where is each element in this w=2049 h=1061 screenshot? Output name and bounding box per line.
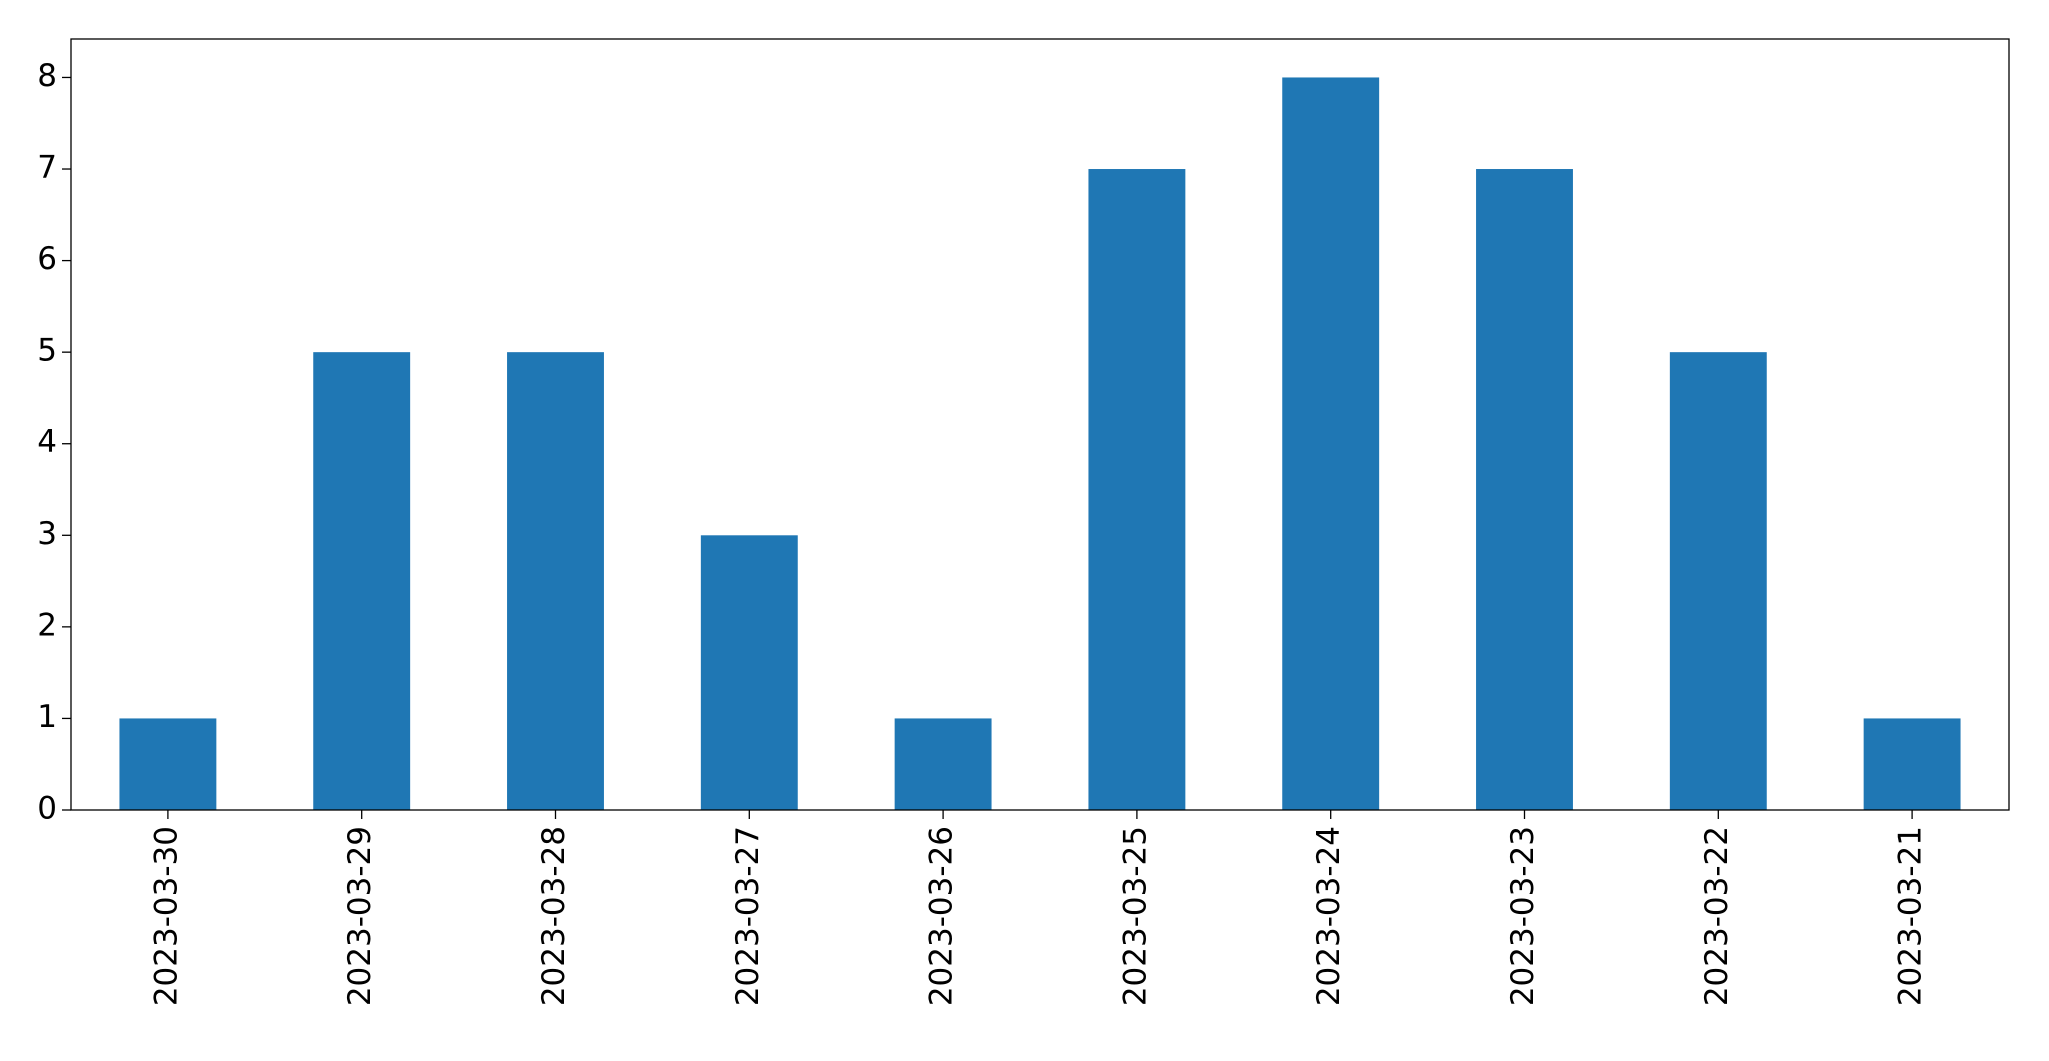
y-tick-label: 6 — [37, 241, 57, 277]
bar — [1088, 169, 1186, 810]
x-tick-label: 2023-03-29 — [342, 826, 378, 1006]
bar — [894, 718, 992, 810]
y-tick-label: 0 — [37, 791, 57, 827]
y-tick-label: 1 — [37, 699, 57, 735]
bar — [1476, 169, 1573, 810]
bar — [313, 352, 411, 810]
y-tick-label: 8 — [37, 58, 57, 94]
x-tick-label: 2023-03-26 — [924, 826, 960, 1006]
x-tick-label: 2023-03-28 — [536, 826, 572, 1006]
y-tick-label: 7 — [37, 150, 57, 186]
x-tick-label: 2023-03-27 — [730, 826, 766, 1006]
x-tick-label: 2023-03-21 — [1893, 826, 1929, 1006]
x-tick-label: 2023-03-23 — [1505, 826, 1541, 1006]
y-tick-label: 3 — [37, 516, 57, 552]
y-tick-label: 5 — [37, 333, 57, 369]
bar — [119, 718, 217, 810]
bar — [1669, 352, 1767, 810]
bar — [1282, 77, 1380, 810]
x-tick-label: 2023-03-30 — [148, 826, 184, 1006]
x-tick-label: 2023-03-25 — [1117, 826, 1153, 1006]
plot-frame — [70, 38, 2010, 811]
x-tick-label: 2023-03-22 — [1699, 826, 1735, 1006]
bar — [1863, 718, 1961, 810]
bar — [700, 535, 798, 810]
y-tick-label: 2 — [37, 607, 57, 643]
bar — [507, 352, 604, 810]
y-tick-label: 4 — [37, 424, 57, 460]
x-tick-label: 2023-03-24 — [1311, 826, 1347, 1006]
